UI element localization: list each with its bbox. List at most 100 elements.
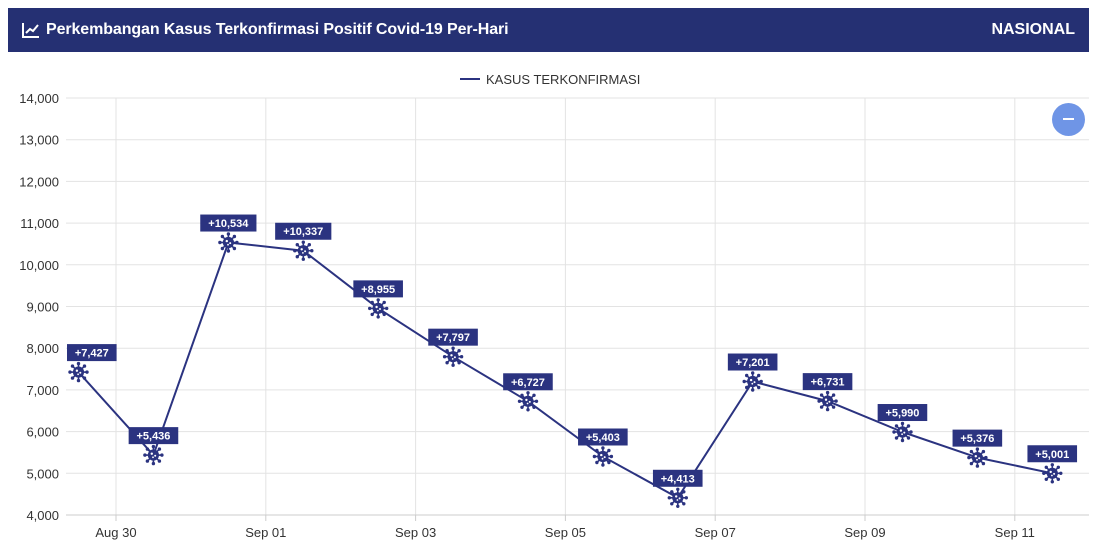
virus-spike-tip xyxy=(232,246,237,251)
data-label-text: +6,727 xyxy=(511,377,545,389)
virus-spike-tip xyxy=(151,444,156,449)
virus-body xyxy=(747,375,759,388)
virus-dot xyxy=(154,454,157,457)
virus-dot xyxy=(1049,470,1052,474)
virus-body xyxy=(672,492,684,504)
virus-spike-tip xyxy=(526,391,530,395)
virus-spike-tip xyxy=(1042,471,1046,475)
y-tick-label: 8,000 xyxy=(26,341,59,356)
virus-spike-tip xyxy=(601,446,605,450)
y-tick-label: 7,000 xyxy=(26,383,59,398)
virus-spike-tip xyxy=(601,463,605,467)
virus-dot xyxy=(600,453,603,457)
y-tick-label: 5,000 xyxy=(26,466,59,481)
virus-body xyxy=(147,449,159,461)
data-point-marker xyxy=(667,487,688,508)
legend-label: KASUS TERKONFIRMASI xyxy=(486,72,640,87)
virus-spike-tip xyxy=(370,300,374,305)
data-label-box xyxy=(952,429,1003,447)
data-label-box xyxy=(578,428,628,446)
virus-spike-tip xyxy=(76,378,81,383)
data-point-marker xyxy=(143,444,164,466)
virus-spike-tip xyxy=(744,373,749,378)
virus-body xyxy=(447,351,459,363)
virus-spike-tip xyxy=(532,393,536,397)
data-label-box xyxy=(727,353,778,371)
virus-spike-tip xyxy=(232,234,237,239)
data-point-marker xyxy=(592,446,614,467)
virus-spike-tip xyxy=(825,407,830,412)
data-label-text: +5,001 xyxy=(1035,449,1069,461)
y-tick-label: 6,000 xyxy=(26,425,59,440)
virus-dot xyxy=(751,382,754,385)
virus-spike-tip xyxy=(82,376,87,380)
virus-spike-tip xyxy=(370,312,374,317)
data-label: +4,413 xyxy=(652,469,703,487)
virus-spike-tip xyxy=(307,255,312,259)
virus-spike-tip xyxy=(376,298,380,302)
virus-spike-tip xyxy=(235,240,239,245)
virus-spike-tip xyxy=(459,355,464,359)
virus-dot xyxy=(375,305,378,309)
virus-spike-tip xyxy=(295,242,299,247)
data-label-text: +10,337 xyxy=(283,226,323,238)
virus-spike-tip xyxy=(85,370,89,374)
data-label-box xyxy=(1027,445,1078,463)
data-label-box xyxy=(67,344,117,362)
virus-dot xyxy=(150,452,153,455)
data-point-marker xyxy=(817,390,838,412)
virus-dot xyxy=(899,429,903,432)
data-label: +7,797 xyxy=(428,328,478,346)
virus-spike-tip xyxy=(592,454,597,459)
virus-body xyxy=(222,236,234,249)
virus-spike-tip xyxy=(76,361,81,366)
data-label: +5,436 xyxy=(128,427,179,445)
virus-spike-tip xyxy=(1050,480,1054,484)
data-label-text: +4,413 xyxy=(661,473,695,485)
series-line xyxy=(77,241,1053,499)
data-point-marker xyxy=(1042,463,1063,484)
virus-body xyxy=(1046,467,1058,479)
virus-spike-tip xyxy=(145,447,150,451)
data-label-text: +10,534 xyxy=(208,218,249,230)
x-tick-label: Aug 30 xyxy=(95,525,136,540)
virus-body xyxy=(522,395,534,407)
virus-dot xyxy=(304,250,307,253)
virus-spike-tip xyxy=(220,234,225,239)
virus-spike-tip xyxy=(892,430,896,434)
data-point-marker xyxy=(442,346,464,367)
virus-spike-tip xyxy=(157,459,162,463)
virus-dot xyxy=(79,371,82,374)
virus-dot xyxy=(903,431,906,434)
virus-spike-tip xyxy=(975,464,980,468)
virus-body xyxy=(372,302,384,314)
virus-dot xyxy=(525,398,528,402)
virus-dot xyxy=(601,457,604,460)
virus-spike-tip xyxy=(744,385,749,390)
data-label: +5,403 xyxy=(578,428,628,446)
virus-spike-tip xyxy=(1044,477,1048,482)
data-label-text: +6,731 xyxy=(811,377,845,389)
virus-spike-tip xyxy=(967,455,971,460)
virus-dot xyxy=(225,239,228,243)
data-point-marker xyxy=(892,421,913,443)
data-label: +10,337 xyxy=(275,222,332,240)
y-tick-label: 9,000 xyxy=(26,300,59,315)
virus-spike-tip xyxy=(1056,465,1061,469)
virus-spike-tip xyxy=(831,393,836,397)
virus-spike-tip xyxy=(520,405,524,410)
virus-spike-tip xyxy=(143,453,147,457)
virus-spike-tip xyxy=(295,255,299,259)
virus-dot xyxy=(901,433,903,436)
zoom-out-button[interactable] xyxy=(1052,103,1085,136)
virus-spike-tip xyxy=(307,242,312,247)
virus-spike-tip xyxy=(145,459,150,463)
virus-dot xyxy=(978,457,981,460)
virus-spike-tip xyxy=(909,430,913,434)
minus-icon xyxy=(1063,118,1074,120)
virus-body xyxy=(597,450,609,463)
virus-spike-tip xyxy=(445,348,449,353)
virus-dot xyxy=(675,495,678,498)
virus-spike-tip xyxy=(682,502,686,506)
virus-dot xyxy=(678,497,681,500)
